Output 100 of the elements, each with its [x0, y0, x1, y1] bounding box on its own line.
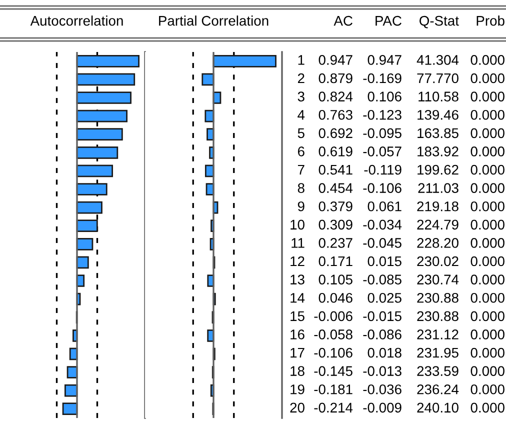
text: 0.000: [470, 348, 504, 358]
text: 0.000: [470, 146, 504, 156]
y-tick-label: 5: [298, 128, 304, 138]
text: 139.46: [418, 110, 458, 120]
data-label: -0.169: [363, 73, 402, 84]
data-label: -0.006: [314, 311, 352, 322]
data-label: -0.009: [363, 402, 402, 413]
data-label: -0.181: [314, 384, 352, 394]
y-tick-label: 17: [290, 348, 304, 358]
text: 41.304: [416, 55, 459, 65]
text: 236.24: [417, 384, 459, 394]
data-label: 0.763: [318, 110, 352, 120]
y-tick-label: 13: [290, 274, 304, 284]
y-tick-label: 18: [290, 366, 304, 376]
text: 211.03: [418, 183, 458, 193]
data-label: -0.036: [363, 384, 402, 394]
text: 230.02: [417, 256, 458, 266]
y-tick-label: 3: [298, 92, 304, 102]
text: 183.92: [418, 146, 458, 156]
text: 110.58: [418, 92, 458, 102]
text: 228.20: [417, 238, 458, 248]
data-label: 0.879: [318, 73, 352, 84]
text: 163.85: [418, 128, 458, 138]
text: PAC: [376, 16, 402, 26]
text: 219.18: [417, 201, 458, 212]
text: AC: [334, 16, 352, 26]
y-tick-label: 15: [290, 311, 304, 322]
y-tick-label: 2: [298, 73, 304, 84]
text: 77.770: [417, 73, 458, 84]
y-tick-label: 6: [298, 146, 304, 156]
text: 0.000: [470, 402, 504, 413]
text: 0.000: [470, 292, 504, 303]
chart-title: Partial Correlation: [159, 16, 268, 26]
text: 0.000: [470, 128, 504, 138]
data-label: 0.046: [318, 292, 352, 303]
data-label: 0.018: [368, 348, 402, 358]
text: 0.000: [470, 330, 504, 340]
data-label: 0.237: [318, 238, 352, 248]
y-tick-label: 7: [298, 164, 304, 175]
text: 0.000: [470, 201, 504, 212]
data-label: 0.105: [318, 274, 352, 284]
data-label: -0.045: [363, 238, 402, 248]
text: 0.000: [470, 311, 504, 322]
text: 230.88: [417, 311, 458, 322]
data-label: 0.619: [318, 146, 352, 156]
y-tick-label: 19: [290, 384, 304, 394]
text: 0.000: [470, 55, 504, 65]
y-tick-label: 10: [290, 220, 304, 230]
y-tick-label: 4: [298, 110, 305, 120]
data-label: 0.379: [318, 201, 352, 212]
data-label: -0.085: [363, 274, 402, 284]
data-label: -0.106: [363, 183, 402, 193]
data-label: -0.106: [314, 348, 352, 358]
data-label: -0.095: [363, 128, 402, 138]
data-label: 0.824: [318, 92, 353, 102]
text: 231.95: [417, 348, 458, 358]
data-label: -0.058: [314, 330, 352, 340]
data-label: 0.171: [318, 256, 352, 266]
data-label: -0.013: [363, 366, 402, 376]
y-tick-label: 8: [298, 183, 304, 193]
y-tick-label: 1: [298, 55, 304, 65]
text: 0.000: [470, 384, 504, 394]
chart-title: Autocorrelation: [30, 16, 123, 26]
y-tick-label: 11: [292, 238, 304, 248]
text: 230.88: [417, 292, 458, 303]
text: Prob: [476, 16, 504, 26]
data-label: -0.086: [363, 330, 402, 340]
data-label: 0.309: [318, 220, 352, 230]
data-label: 0.947: [318, 55, 352, 65]
data-label: 0.061: [368, 201, 402, 212]
text: 231.12: [417, 330, 458, 340]
data-label: -0.123: [363, 110, 402, 120]
data-label: -0.119: [364, 164, 402, 175]
text: Q-Stat: [420, 16, 459, 28]
data-label: -0.145: [314, 366, 352, 376]
text: 199.62: [418, 164, 458, 175]
text: 0.000: [470, 366, 504, 376]
data-label: 0.015: [368, 256, 402, 266]
text: 0.000: [470, 164, 504, 175]
text: 0.000: [470, 256, 504, 266]
data-label: 0.947: [368, 55, 402, 65]
data-label: 0.106: [368, 92, 402, 102]
data-label: 0.025: [368, 292, 402, 303]
text: 0.000: [470, 73, 504, 84]
y-tick-label: 14: [290, 293, 305, 303]
text: 0.000: [470, 238, 504, 248]
text: 230.74: [417, 274, 459, 284]
data-label: -0.015: [363, 311, 402, 322]
y-tick-label: 16: [290, 330, 304, 340]
y-tick-label: 9: [298, 201, 304, 212]
data-label: -0.214: [314, 402, 353, 413]
data-label: 0.454: [318, 183, 353, 193]
y-tick-label: 20: [290, 402, 304, 413]
data-label: 0.541: [318, 164, 352, 175]
text: 0.000: [470, 92, 504, 102]
data-label: 0.692: [318, 128, 352, 138]
text: 0.000: [470, 183, 504, 193]
text: 233.59: [417, 366, 458, 376]
text: 0.000: [470, 220, 504, 230]
text: 224.79: [417, 220, 458, 230]
